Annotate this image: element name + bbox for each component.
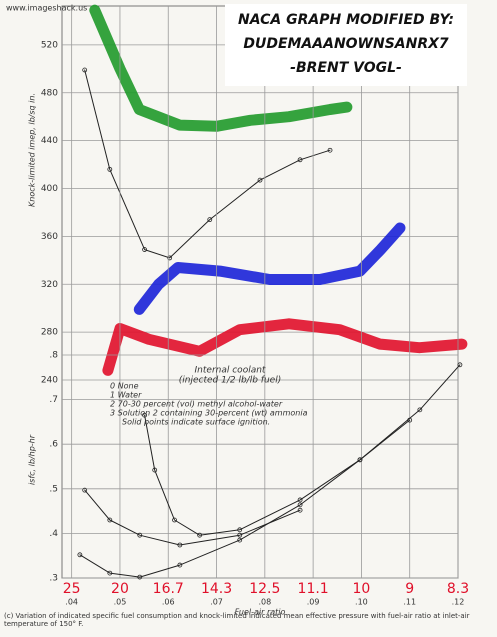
x-tick-label: .06 [162,598,175,607]
caption: (c) Variation of indicated specific fuel… [4,612,470,628]
data-point [357,457,363,463]
x-tick-label: .08 [258,598,271,607]
afr-label: 10 [353,581,371,597]
x-axis-label: Fuel-air ratio [235,608,286,617]
data-point [237,532,243,538]
data-point [297,502,303,508]
data-point [137,574,143,580]
legend-entry: 2 70-30 percent (vol) methyl alcohol-wat… [110,400,283,409]
x-tick-label: .09 [307,598,320,607]
afr-label: 16.7 [153,581,184,597]
y-tick-label: .4 [49,529,58,539]
title: DUDEMAAANOWNSANRX7 [243,36,449,52]
legend: 0 None 1 Water 2 70-30 percent (vol) met… [110,382,308,427]
data-point [172,517,177,523]
x-tick-label: .11 [403,598,416,607]
data-point [327,147,333,153]
data-line [84,489,301,546]
x-tick-label: .07 [210,598,223,607]
watermark: www.imageshack.us [6,4,87,13]
legend-entry: 1 Water [110,391,142,400]
data-point [77,552,83,558]
highlight-line [102,318,468,376]
data-point [297,497,303,503]
data-point [257,177,263,183]
legend-entry: 3 Solution 2 containing 30-percent (wt) … [110,409,308,418]
afr-label: 25 [63,581,81,597]
legend-entry: Solid points indicate surface ignition. [122,418,270,427]
y-tick-label: .8 [49,351,58,361]
data-point [107,570,113,576]
data-point [152,467,158,473]
afr-label: 14.3 [201,581,232,597]
annotation: Internal coolant [195,366,266,376]
data-point [142,412,147,418]
y-tick-label: 400 [41,184,58,194]
y-tick-label: 280 [41,328,58,338]
data-point [82,487,88,493]
data-point [207,217,213,223]
y-axis-label: isfc, lb/hp-hr [28,434,37,485]
x-tick-label: .05 [114,598,127,607]
x-tick-label: .04 [65,598,78,607]
legend-entry: 0 None [110,382,139,391]
afr-label: 20 [111,581,129,597]
afr-label: 11.1 [298,581,329,597]
data-point [237,527,243,533]
y-tick-label: .5 [49,484,58,494]
y-tick-label: 520 [41,40,58,50]
y-tick-label: 360 [41,232,58,242]
x-tick-label: .10 [355,598,368,607]
highlight-line [133,222,406,315]
title: NACA GRAPH MODIFIED BY: [238,12,454,28]
data-point [177,542,183,548]
data-line [144,364,461,536]
data-point [297,157,303,163]
y-tick-label: 480 [41,88,58,98]
title: -BRENT VOGL- [290,60,402,76]
data-line [84,69,331,259]
data-point [457,362,463,368]
afr-label: 9 [405,581,414,597]
y-tick-label: .6 [49,440,58,450]
data-point [82,67,88,73]
y-tick-label: 240 [41,376,58,386]
data-point [177,562,183,568]
data-point [142,247,147,252]
title-box [225,4,467,86]
data-point [167,255,173,261]
y-tick-label: .3 [49,574,58,584]
data-point [237,537,243,543]
annotation: (injected 1/2 lb/lb fuel) [179,376,281,386]
y-axis-label: Knock-limited imep, lb/sq in. [28,93,37,207]
y-tick-label: .7 [49,395,58,405]
data-point [407,417,413,423]
y-tick-label: 440 [41,136,58,146]
data-point [197,532,203,538]
afr-label: 12.5 [249,581,280,597]
data-point [297,507,303,513]
data-point [137,532,143,538]
x-tick-label: .12 [452,598,465,607]
data-point [107,517,113,523]
data-line [79,419,411,578]
data-point [417,407,423,413]
caption-box: (c) Variation of indicated specific fuel… [4,612,470,628]
y-tick-label: 320 [41,280,58,290]
data-point [107,166,113,172]
afr-label: 8.3 [447,581,469,597]
